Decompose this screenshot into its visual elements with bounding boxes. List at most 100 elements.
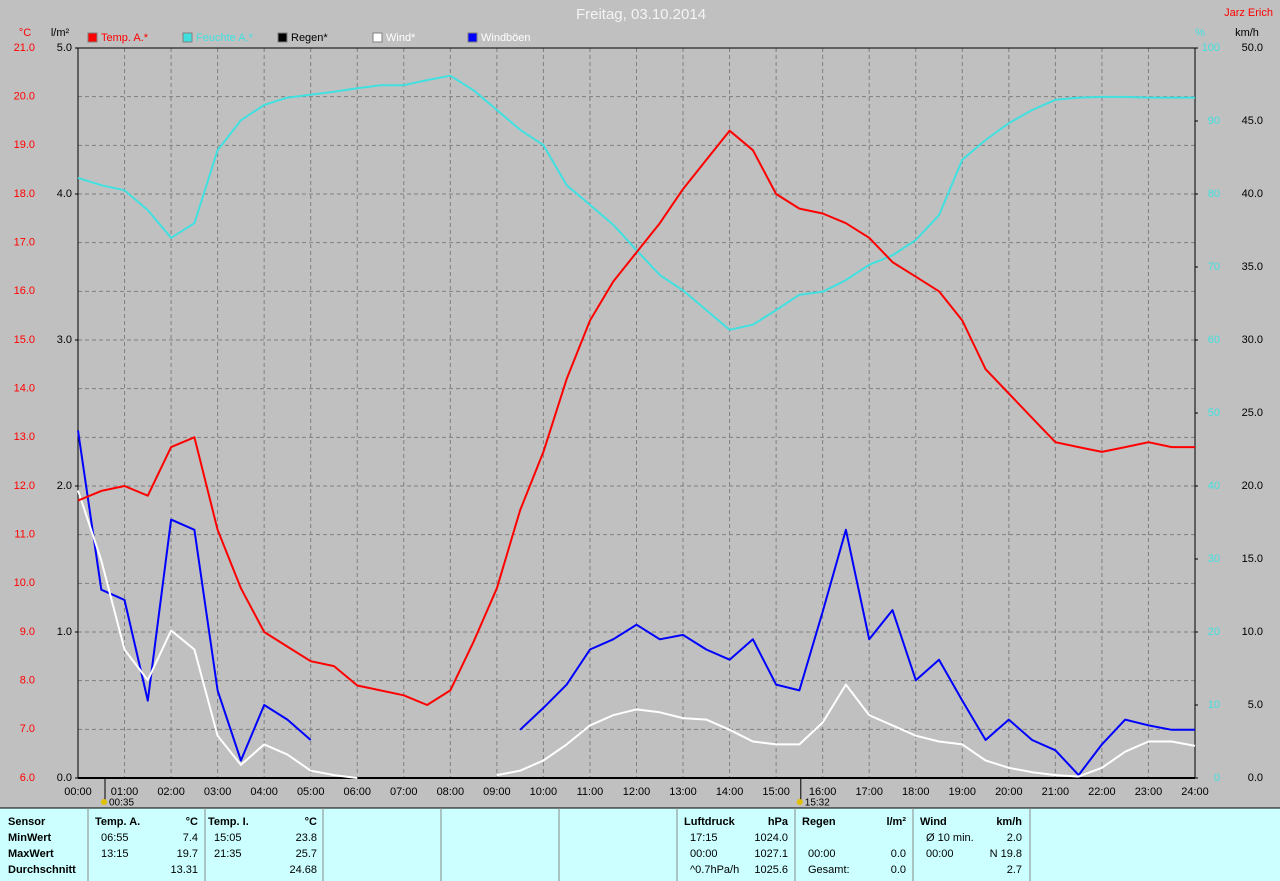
temp-tick-label: 7.0 <box>20 723 35 735</box>
series-line <box>77 129 1195 706</box>
temp-tick-label: 19.0 <box>14 139 35 151</box>
legend-swatch <box>182 32 193 43</box>
temp-tick-label: 15.0 <box>14 334 35 346</box>
wind-unit: km/h <box>1235 27 1259 39</box>
chart-title: Freitag, 03.10.2014 <box>576 6 706 23</box>
stats-header: hPa <box>768 816 789 828</box>
wind-tick-label: 50.0 <box>1242 42 1263 54</box>
x-tick-label: 06:00 <box>343 786 371 798</box>
stats-header: Temp. I. <box>208 816 249 828</box>
humidity-tick-label: 20 <box>1208 626 1220 638</box>
stats-cell: 00:00 <box>690 848 718 860</box>
legend-label: Temp. A.* <box>101 32 149 44</box>
x-tick-label: 17:00 <box>855 786 883 798</box>
annotation-icon <box>796 799 803 805</box>
x-tick-label: 15:00 <box>762 786 790 798</box>
stats-header: Sensor <box>8 816 46 828</box>
x-tick-label: 21:00 <box>1042 786 1070 798</box>
stats-cell: 0.0 <box>891 848 906 860</box>
stats-cell: MaxWert <box>8 848 54 860</box>
temp-tick-label: 18.0 <box>14 188 35 200</box>
legend-label: Wind* <box>386 32 416 44</box>
stats-cell: 13:15 <box>101 848 129 860</box>
x-tick-label: 19:00 <box>949 786 977 798</box>
temp-tick-label: 14.0 <box>14 383 35 395</box>
x-tick-label: 23:00 <box>1135 786 1163 798</box>
wind-tick-label: 5.0 <box>1248 699 1263 711</box>
legend-swatch <box>277 32 288 43</box>
stats-header: °C <box>186 816 198 828</box>
humidity-unit: % <box>1195 27 1205 39</box>
author: Jarz Erich <box>1224 7 1273 19</box>
stats-header: °C <box>305 816 317 828</box>
x-tick-label: 12:00 <box>623 786 651 798</box>
stats-cell: 15:05 <box>214 832 242 844</box>
x-tick-label: 09:00 <box>483 786 511 798</box>
humidity-tick-label: 60 <box>1208 334 1220 346</box>
wind-tick-label: 45.0 <box>1242 115 1263 127</box>
wind-tick-label: 15.0 <box>1242 553 1263 565</box>
x-tick-label: 05:00 <box>297 786 325 798</box>
stats-cell: 2.7 <box>1007 864 1022 876</box>
x-tick-label: 04:00 <box>250 786 278 798</box>
temp-tick-label: 10.0 <box>14 577 35 589</box>
x-tick-label: 20:00 <box>995 786 1023 798</box>
legend-label: Feuchte A.* <box>196 32 254 44</box>
stats-header: km/h <box>996 816 1022 828</box>
series-line <box>77 490 1196 779</box>
x-tick-label: 00:00 <box>64 786 92 798</box>
humidity-tick-label: 40 <box>1208 480 1220 492</box>
legend-swatch <box>372 32 383 43</box>
stats-header: Luftdruck <box>684 816 736 828</box>
x-tick-label: 10:00 <box>530 786 558 798</box>
annotation-icon <box>100 799 107 805</box>
legend-label: Regen* <box>291 32 328 44</box>
temp-tick-label: 12.0 <box>14 480 35 492</box>
humidity-tick-label: 0 <box>1214 772 1220 784</box>
wind-tick-label: 25.0 <box>1242 407 1263 419</box>
wind-tick-label: 10.0 <box>1242 626 1263 638</box>
stats-cell: Ø 10 min. <box>926 832 974 844</box>
stats-cell: N 19.8 <box>990 848 1022 860</box>
rain-tick-label: 5.0 <box>57 42 72 54</box>
stats-cell: 25.7 <box>296 848 317 860</box>
annotation-label: 15:32 <box>805 798 830 809</box>
x-tick-label: 11:00 <box>577 786 604 798</box>
temp-tick-label: 16.0 <box>14 285 35 297</box>
rain-tick-label: 2.0 <box>57 480 72 492</box>
x-tick-label: 02:00 <box>157 786 185 798</box>
x-tick-label: 14:00 <box>716 786 744 798</box>
legend-swatch <box>467 32 478 43</box>
stats-cell: 00:00 <box>808 848 836 860</box>
stats-cell: Gesamt: <box>808 864 850 876</box>
stats-cell: 1025.6 <box>754 864 788 876</box>
stats-cell: 00:00 <box>926 848 954 860</box>
temp-tick-label: 6.0 <box>20 772 35 784</box>
stats-cell: 1027.1 <box>754 848 788 860</box>
rain-tick-label: 1.0 <box>57 626 72 638</box>
rain-unit: l/m² <box>51 27 70 39</box>
legend-label: Windböen <box>481 32 531 44</box>
x-tick-label: 24:00 <box>1181 786 1209 798</box>
humidity-tick-label: 50 <box>1208 407 1220 419</box>
x-tick-label: 16:00 <box>809 786 837 798</box>
stats-cell: 24.68 <box>289 864 317 876</box>
wind-tick-label: 0.0 <box>1248 772 1263 784</box>
stats-cell: Durchschnitt <box>8 864 76 876</box>
stats-cell: 23.8 <box>296 832 317 844</box>
humidity-tick-label: 100 <box>1202 42 1220 54</box>
series-line <box>77 74 1195 331</box>
x-tick-label: 18:00 <box>902 786 930 798</box>
stats-header: Temp. A. <box>95 816 140 828</box>
stats-header: Regen <box>802 816 836 828</box>
wind-tick-label: 40.0 <box>1242 188 1263 200</box>
temp-tick-label: 11.0 <box>14 529 35 541</box>
legend-swatch <box>87 32 98 43</box>
wind-tick-label: 35.0 <box>1242 261 1263 273</box>
stats-cell: 06:55 <box>101 832 129 844</box>
stats-cell: 2.0 <box>1007 832 1022 844</box>
stats-header: l/m² <box>886 816 906 828</box>
stats-cell: ^0.7hPa/h <box>690 864 739 876</box>
x-tick-label: 13:00 <box>669 786 697 798</box>
